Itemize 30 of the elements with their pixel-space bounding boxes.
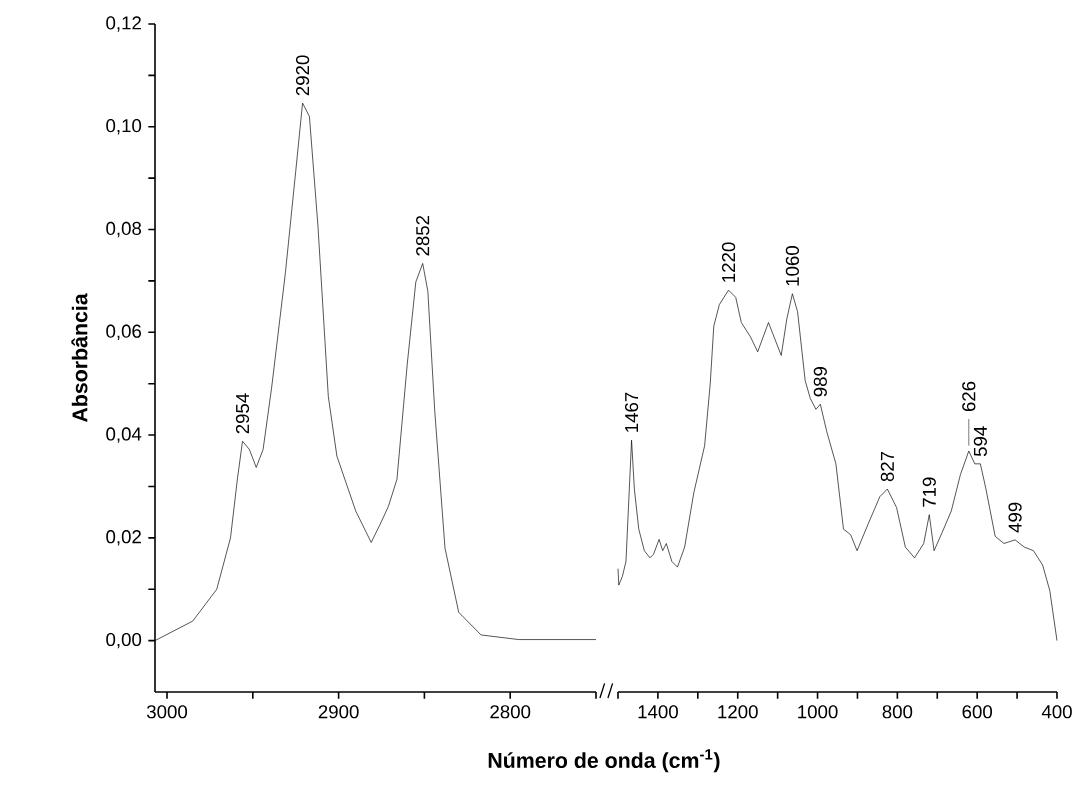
- y-tick-label: 0,08: [106, 221, 142, 238]
- x-axis-title: Número de onda (cm$^{-1}$): [488, 749, 720, 773]
- annotation: 827: [880, 451, 894, 482]
- annotation: 1060: [785, 246, 800, 286]
- x-tick-label: 2800: [490, 705, 531, 719]
- annotation: 719: [922, 477, 936, 507]
- annotation: 499: [1008, 502, 1022, 533]
- annotation: 2920: [295, 55, 310, 96]
- annotation: 594: [973, 426, 987, 457]
- annotation: 626: [962, 381, 976, 412]
- y-tick-label: 0,00: [106, 632, 142, 649]
- x-tick-label: 1400: [638, 705, 678, 719]
- annotation: 1467: [624, 392, 639, 432]
- x-tick-label: 1200: [718, 705, 758, 719]
- y-tick-label: 0,02: [106, 530, 141, 546]
- annotation: 989: [813, 367, 827, 397]
- annotation: 2954: [235, 393, 250, 434]
- x-tick-label: 600: [962, 705, 993, 719]
- y-tick-label: 0,04: [106, 427, 142, 443]
- x-tick-label: 3000: [146, 705, 188, 719]
- x-tick-label: 400: [1041, 705, 1072, 719]
- y-tick-label: 0,12: [106, 16, 141, 32]
- y-tick-label: 0,06: [106, 324, 142, 340]
- annotation: 1220: [721, 242, 736, 282]
- x-tick-label: 2900: [318, 705, 359, 719]
- y-tick-label: 0,10: [106, 119, 142, 135]
- y-axis-title: Absorbância: [71, 293, 88, 423]
- annotation: 2852: [416, 215, 430, 256]
- x-tick-label: 1000: [798, 705, 838, 719]
- x-tick-label: 800: [882, 705, 913, 719]
